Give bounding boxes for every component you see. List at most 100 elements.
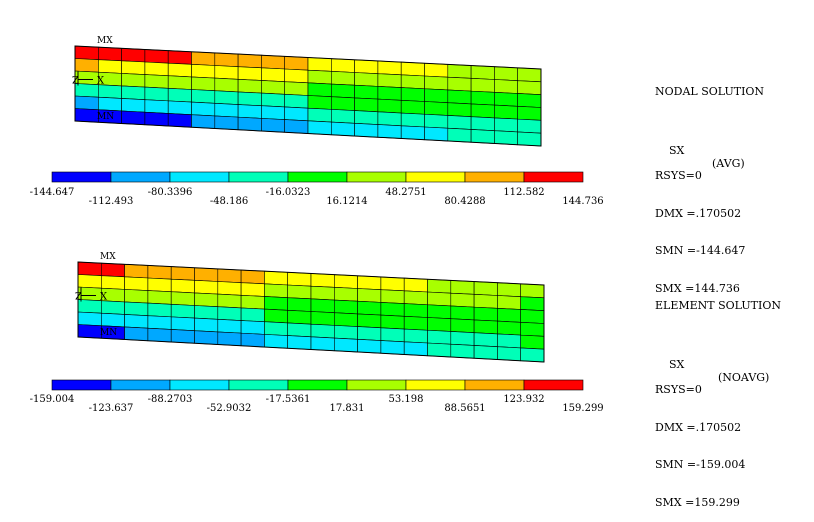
- element-legend-value: 17.831: [330, 403, 365, 414]
- element-mesh-element: [450, 318, 475, 333]
- nodal-mesh-element: [330, 96, 355, 111]
- nodal-mesh-element: [237, 78, 262, 94]
- nodal-mesh-element: [470, 65, 495, 80]
- element-mesh-element: [357, 338, 382, 354]
- nodal-mesh-element: [517, 118, 542, 134]
- nodal-mesh-element: [354, 59, 379, 74]
- element-mesh-element: [170, 316, 195, 331]
- element-mesh-element: [520, 296, 545, 311]
- element-mesh-element: [403, 315, 428, 331]
- element-mesh-element: [287, 309, 312, 325]
- nodal-mesh-element: [121, 85, 146, 100]
- nodal-info-title: NODAL SOLUTION: [655, 85, 765, 98]
- element-mesh-element: [287, 297, 312, 312]
- nodal-mesh-element: [447, 127, 472, 143]
- element-mesh-element: [403, 303, 428, 318]
- element-mesh-element: [77, 324, 102, 339]
- nodal-mesh-element: [377, 111, 402, 127]
- nodal-legend-value: -16.0323: [266, 187, 311, 198]
- nodal-info-dmx: DMX =.170502: [655, 206, 742, 220]
- nodal-mesh-element: [470, 103, 495, 119]
- nodal-legend-swatch: [405, 171, 466, 183]
- element-mesh-element: [217, 331, 242, 347]
- element-mesh-element: [194, 280, 219, 295]
- nodal-mesh-element: [191, 101, 216, 117]
- element-mesh-element: [194, 292, 219, 308]
- nodal-legend-swatch: [169, 171, 230, 183]
- element-mesh-element: [333, 337, 358, 353]
- nodal-mesh-element: [330, 71, 355, 86]
- element-mesh-element: [194, 330, 219, 345]
- nodal-mesh-element: [307, 107, 332, 123]
- element-legend-value: -17.5361: [266, 394, 311, 405]
- nodal-mesh-element: [377, 73, 402, 88]
- element-mesh-element: [380, 276, 405, 292]
- nodal-mesh-element: [424, 126, 449, 142]
- nodal-mesh-element: [424, 75, 449, 91]
- element-mesh-element: [450, 280, 475, 295]
- element-mesh-element: [170, 278, 195, 294]
- element-legend-swatch: [287, 379, 348, 391]
- element-info-rsys: RSYS=0: [655, 383, 702, 396]
- nodal-mesh-element: [354, 97, 379, 113]
- element-mesh-element: [264, 283, 289, 298]
- nodal-mesh-element: [400, 112, 425, 128]
- nodal-mesh-element: [98, 59, 122, 74]
- element-mesh-element: [217, 268, 242, 283]
- nodal-mesh-element: [284, 93, 309, 109]
- nodal-mesh-element: [214, 90, 239, 105]
- nodal-mesh-element: [261, 118, 286, 133]
- element-mesh-element: [124, 276, 149, 291]
- nodal-mesh-element: [307, 69, 332, 85]
- element-mesh-element: [147, 265, 172, 280]
- nodal-mesh-element: [377, 86, 402, 101]
- nodal-mesh-element: [74, 108, 99, 123]
- nodal-mesh-element: [447, 64, 472, 79]
- nodal-mesh-element: [377, 98, 402, 114]
- element-mesh-element: [473, 281, 498, 296]
- element-mesh-element: [380, 327, 405, 343]
- element-legend-value: 159.299: [562, 403, 603, 414]
- nodal-mesh-element: [98, 84, 122, 99]
- nodal-legend-value: 48.2751: [385, 187, 426, 198]
- element-mesh-element: [473, 345, 498, 360]
- nodal-mesh-element: [214, 102, 239, 118]
- nodal-mesh-element: [494, 79, 519, 94]
- nodal-mesh-element: [377, 60, 402, 76]
- element-mesh-element: [264, 270, 289, 286]
- nodal-mesh-element: [214, 115, 239, 131]
- nodal-mesh-element: [121, 98, 146, 113]
- nodal-mesh-element: [470, 78, 495, 93]
- nodal-mesh-element: [494, 66, 519, 81]
- element-mesh-element: [520, 321, 545, 337]
- nodal-mesh-element: [447, 89, 472, 105]
- nodal-legend-swatch: [287, 171, 348, 183]
- nodal-mesh-element: [237, 104, 262, 119]
- nodal-info-rsys: RSYS=0: [655, 169, 702, 182]
- nodal-mesh-element: [167, 75, 192, 90]
- element-mesh-element: [450, 305, 475, 321]
- element-mesh-element: [497, 333, 522, 349]
- element-legend-value: 88.5651: [444, 403, 485, 414]
- element-legend-swatch: [169, 379, 230, 391]
- nodal-mesh-element: [98, 46, 122, 62]
- element-legend-swatch: [464, 379, 525, 391]
- nodal-mesh-element: [447, 102, 472, 117]
- nodal-mesh-element: [494, 117, 519, 133]
- element-legend: -159.004 -123.637 -88.2703 -52.9032 -17.5361…: [30, 379, 604, 414]
- element-mesh-element: [497, 295, 522, 310]
- element-mesh-element: [497, 346, 522, 362]
- nodal-mesh-element: [237, 66, 262, 81]
- contour-plot-canvas: MX MN Z X -144.647 -112.493 -80.3396 -48.186 -16…: [30, 36, 604, 414]
- element-legend-value: -52.9032: [207, 403, 252, 414]
- element-mesh-element: [520, 283, 545, 299]
- nodal-legend-swatch: [346, 171, 407, 183]
- element-mesh-element: [240, 307, 265, 323]
- element-legend-swatch: [405, 379, 466, 391]
- element-mesh-element: [520, 347, 545, 363]
- nodal-mesh-element: [167, 100, 192, 115]
- element-mesh-element: [380, 289, 405, 304]
- element-mesh-element: [217, 318, 242, 334]
- nodal-mesh-element: [144, 86, 169, 102]
- element-mesh-element: [380, 340, 405, 355]
